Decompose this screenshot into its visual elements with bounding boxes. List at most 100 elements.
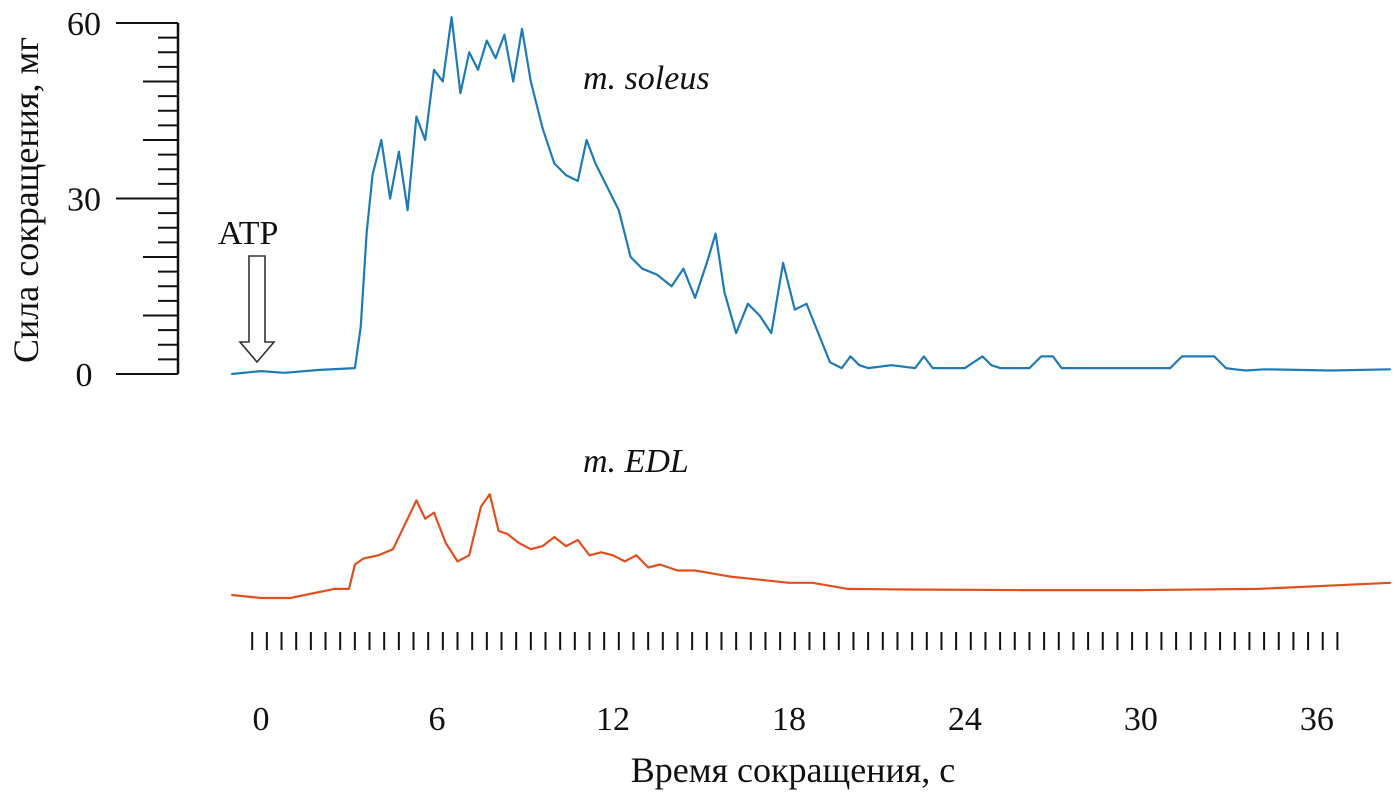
data-point [758,578,761,581]
data-point [846,588,849,590]
data-point [656,273,658,276]
data-point [1169,367,1172,369]
data-point [793,308,796,311]
data-point [553,162,556,165]
data-point [521,28,523,30]
data-point [811,581,814,584]
x-axis-title: Время сокращения, с [631,750,956,790]
data-point [1040,355,1043,358]
data-point [230,373,233,375]
data-point [817,332,820,334]
data-point [553,536,556,538]
data-point [503,33,506,36]
series-line-0 [231,16,1391,376]
data-point [617,209,620,212]
data-point [735,332,737,334]
data-point [389,197,391,200]
atp-annotation: ATP [218,215,278,364]
data-point [529,80,532,83]
data-point [1257,588,1260,590]
data-point [585,139,588,141]
data-point [480,505,482,508]
data-point [670,285,673,288]
x-tick-label: 6 [428,701,445,738]
data-point [1192,355,1195,358]
data-point [450,16,453,19]
data-point [424,517,427,520]
y-tick-label: 60 [67,6,101,43]
data-point [348,588,350,590]
data-point [1389,581,1392,584]
data-point [905,588,908,591]
data-point [714,232,717,235]
data-point [758,314,761,317]
x-tick-label: 30 [1124,701,1158,738]
data-point [477,68,479,71]
data-point [468,51,471,54]
data-point [1022,589,1025,591]
data-point [788,581,790,584]
data-point [647,566,650,569]
data-point [565,174,567,177]
data-point [840,367,843,369]
data-point [682,267,685,270]
data-point [1052,355,1054,358]
data-point [289,597,292,599]
series-layer [230,16,1392,600]
data-point [1060,367,1063,369]
data-point [1330,369,1333,372]
data-point [890,364,893,367]
data-point [1140,589,1142,591]
data-point [260,597,262,599]
data-point [260,370,262,372]
data-point [497,530,500,532]
data-point [747,302,749,305]
x-tick-label: 24 [948,701,982,738]
data-point [600,551,603,554]
data-point [318,369,321,371]
atp-arrow-icon [238,255,276,364]
data-point [729,575,732,578]
data-point [441,80,444,83]
data-point [849,355,852,358]
data-point [377,554,380,557]
data-point [485,39,488,42]
data-point [805,302,808,305]
x-axis [251,632,1339,650]
y-tick-label: 0 [76,357,93,394]
data-point [1096,367,1098,369]
data-point [770,332,773,334]
data-point [576,180,579,182]
data-point [1213,355,1216,358]
atp-label: ATP [218,215,278,252]
data-point [541,545,544,547]
data-point [659,563,661,566]
data-point [494,57,497,59]
series-line-1 [231,493,1391,600]
data-point [359,326,362,329]
data-point [990,364,993,367]
data-point [398,150,400,153]
data-point [676,569,679,572]
data-point [1263,368,1265,371]
data-point [506,533,509,535]
data-point [964,367,966,369]
x-tick-label: 12 [596,701,630,738]
data-point [365,232,368,235]
data-point [1245,369,1248,372]
series-label-soleus: m. soleus [583,60,710,97]
data-point [694,297,696,299]
data-point [518,542,520,544]
data-point [354,367,356,369]
data-point [606,185,608,188]
data-point [468,554,471,557]
data-point [576,539,579,541]
data-point [230,594,233,596]
data-point [641,267,644,270]
data-point [635,554,638,557]
data-point [705,262,708,264]
data-point [588,554,591,557]
y-tick-label: 30 [67,182,101,219]
data-point [354,563,356,566]
data-point [541,127,544,130]
